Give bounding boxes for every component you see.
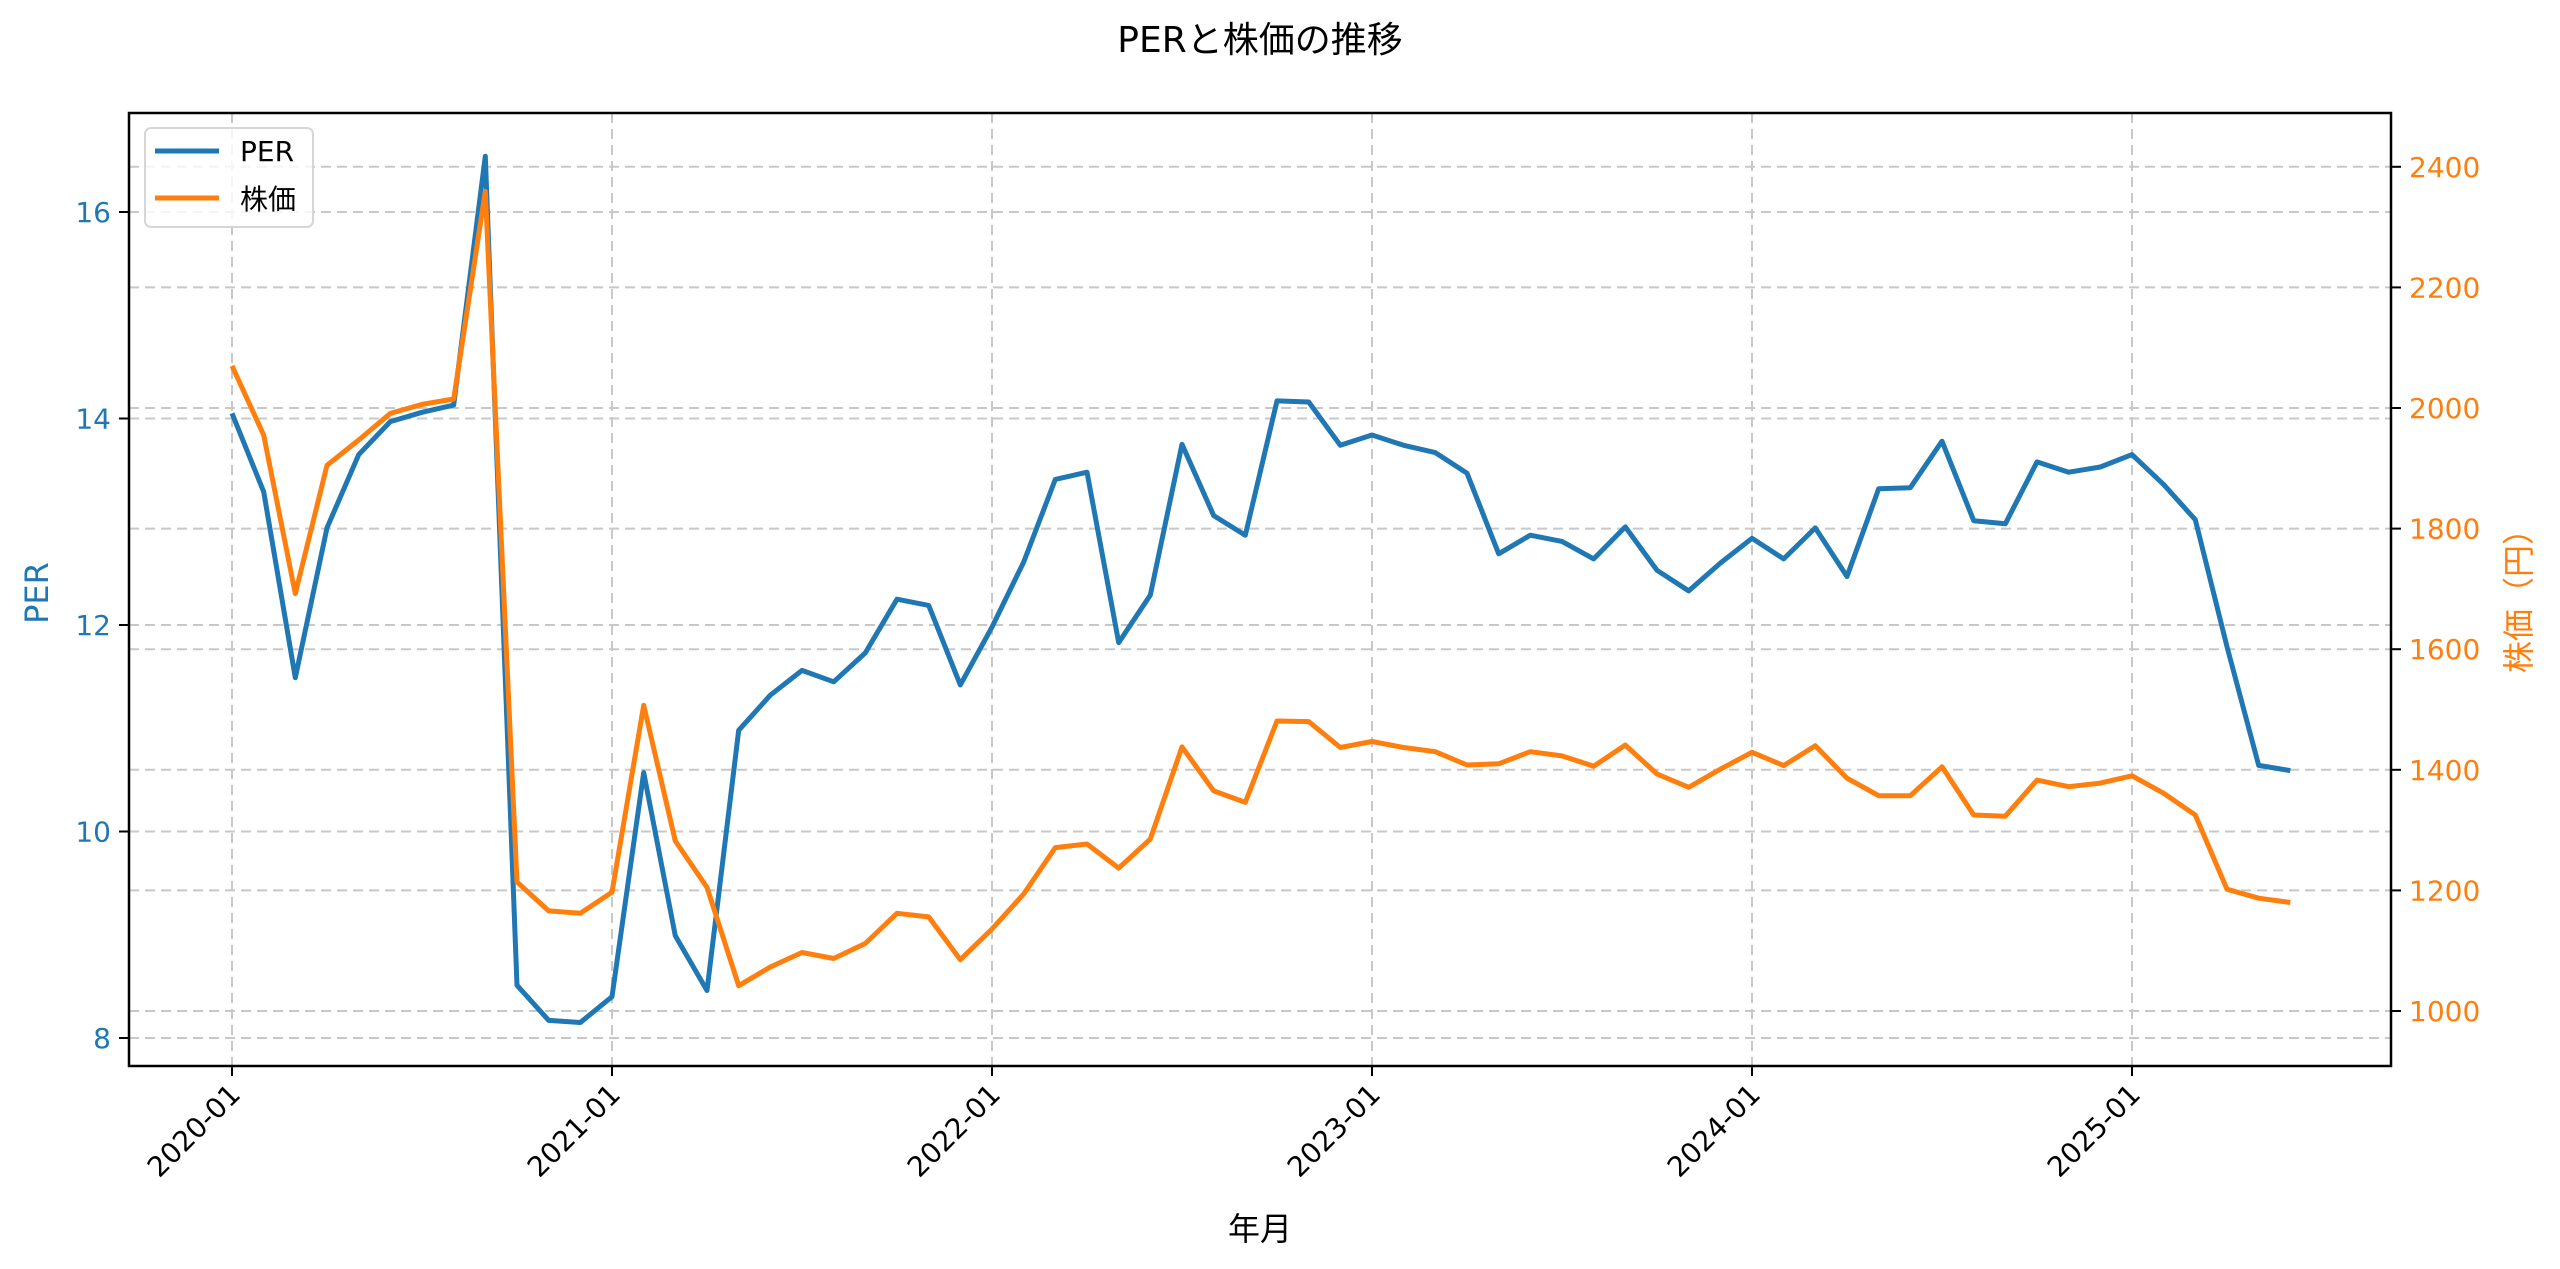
right-tick-label: 1200: [2409, 874, 2480, 907]
right-tick-label: 1400: [2409, 754, 2480, 787]
left-y-axis-ticks: 8 10 12 14 16: [75, 196, 129, 1055]
chart-title: PERと株価の推移: [1117, 20, 1402, 61]
x-tick-label: 2022-01: [901, 1078, 1007, 1184]
right-y-axis-label: 株価（円）: [2500, 513, 2538, 673]
legend-label-price: 株価: [240, 183, 296, 216]
x-tick-label: 2020-01: [141, 1078, 247, 1184]
right-tick-label: 2200: [2409, 271, 2480, 304]
right-tick-label: 1000: [2409, 995, 2480, 1028]
x-tick-label: 2021-01: [521, 1078, 627, 1184]
gridlines: [129, 113, 2391, 1066]
right-tick-label: 2000: [2409, 392, 2480, 425]
right-tick-label: 1800: [2409, 513, 2480, 546]
right-y-axis-ticks: 1000 1200 1400 1600 1800 2000 2200 2400: [2391, 151, 2480, 1028]
left-tick-label: 10: [75, 816, 111, 849]
x-tick-label: 2023-01: [1281, 1078, 1387, 1184]
right-tick-label: 2400: [2409, 151, 2480, 184]
x-axis-label: 年月: [1228, 1210, 1292, 1248]
legend-label-per: PER: [240, 135, 294, 168]
left-tick-label: 12: [75, 609, 111, 642]
per-line: [229, 153, 2291, 1025]
x-tick-label: 2024-01: [1661, 1078, 1767, 1184]
left-y-axis-label: PER: [18, 562, 56, 624]
left-tick-label: 16: [75, 196, 111, 229]
plot-lines: [229, 153, 2291, 1025]
right-tick-label: 1600: [2409, 633, 2480, 666]
x-axis-ticks: 2020-01 2021-01 2022-01 2023-01 2024-01 2025-…: [141, 1066, 2147, 1184]
legend: PER 株価: [144, 127, 314, 228]
price-line: [229, 189, 2291, 989]
left-tick-label: 8: [93, 1022, 111, 1055]
x-tick-label: 2025-01: [2041, 1078, 2147, 1184]
left-tick-label: 14: [75, 403, 111, 436]
plot-area-frame: [127, 111, 2393, 1068]
